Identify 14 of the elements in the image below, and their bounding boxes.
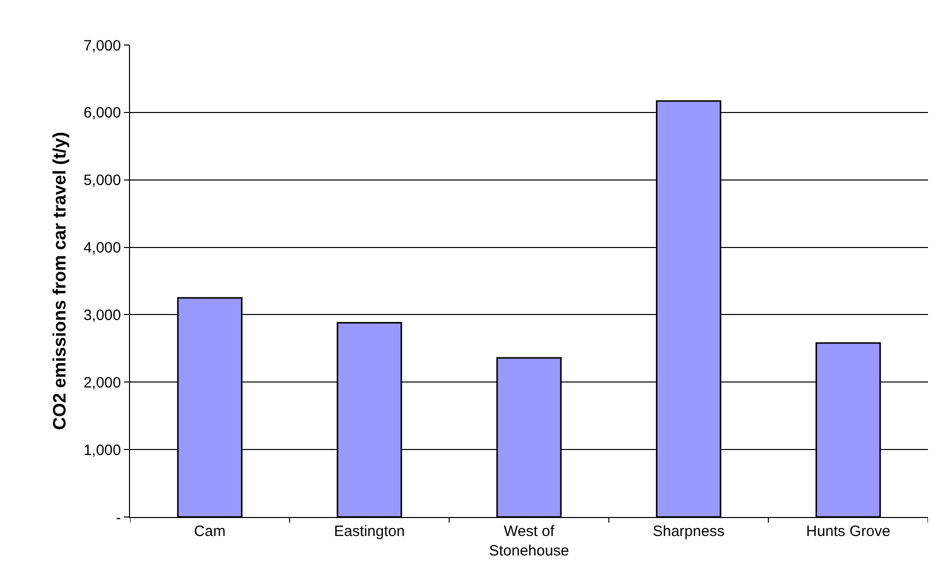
- y-tick-label: 3,000: [83, 306, 121, 324]
- x-tick-label: Cam: [194, 523, 226, 540]
- y-tick-label: 5,000: [83, 172, 121, 190]
- x-tick-label: Eastington: [334, 523, 405, 540]
- y-tick-label: 2,000: [83, 374, 121, 392]
- y-tick-label: 6,000: [83, 104, 121, 122]
- y-tick-label: 4,000: [83, 240, 121, 257]
- y-tick-label: 7,000: [83, 37, 121, 54]
- x-tick-label: Sharpness: [652, 523, 724, 540]
- y-tick-label: -: [116, 509, 121, 526]
- y-tick-label: 1,000: [83, 442, 121, 459]
- x-tick-label: West of Stonehouse: [488, 523, 570, 560]
- x-tick-label: Hunts Grove: [806, 523, 890, 540]
- y-axis-title: CO2 emissions from car travel (t/y): [50, 132, 70, 430]
